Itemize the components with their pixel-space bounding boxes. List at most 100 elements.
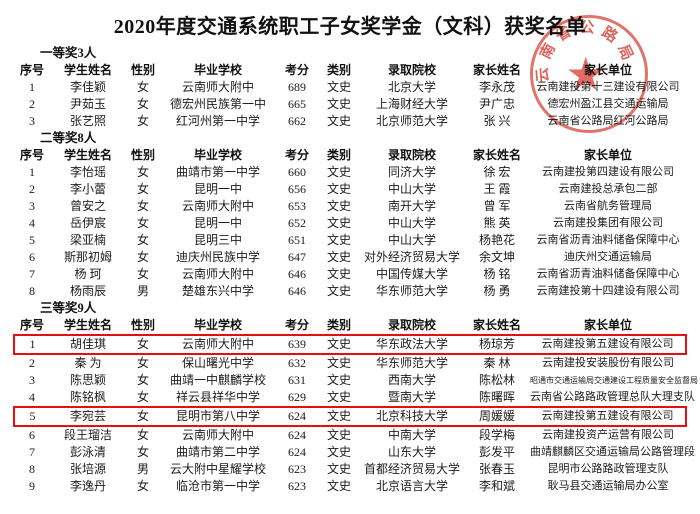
table-cell: 女 [136,233,149,247]
table-cell: 8 [29,462,35,476]
table-cell: 彭泳清 [69,445,106,459]
table-row: 9 李逸丹 女 临沧市第一中学 623 文史 北京语言大学 李和斌 耿马县交通运输局办公室 [14,478,686,495]
table-row: 3 张艺照 女 红河州第一中学 662 文史 北京师范大学 张 兴 云南省公路局红河公路局 [14,113,686,130]
table-cell: 629 [288,390,306,404]
table-cell: 北京科技大学 [360,406,464,427]
table-cell: 653 [288,199,306,213]
column-header: 类别 [326,63,351,77]
table-cell: 云南省公路路政管理总队大理支队 [530,391,695,403]
table-cell: 文史 [326,284,351,298]
column-header: 家长单位 [583,318,632,332]
table-row: 4 岳伊宸 女 昆明一中 652 文史 中山大学 熊 英 云南建投集团有限公司 [14,215,686,232]
awards-table: 一等奖3人 序号 学生姓名 性别 毕业学校 考分 类别 录取院校 家长姓名 家长单位 1 李佳颖女云南… [13,45,698,495]
table-cell: 文史 [318,406,360,427]
table-cell: 7 [29,445,35,459]
table-row: 2 秦 为 女 保山曙光中学 632 文史 华东师范大学 秦 林 云南建投安装股份有限公司 [14,354,686,372]
table-cell: 2 [29,182,35,196]
table-cell: 曲靖市第一中学 [175,165,260,179]
column-header: 毕业学校 [193,148,242,162]
table-cell: 华东师范大学 [375,284,448,298]
table-cell: 2 [29,356,35,370]
table-cell: 陈思颖 [69,373,106,387]
table-cell: 陈铭枫 [69,390,106,404]
table-cell: 对外经济贸易大学 [363,250,460,264]
awards-table-body: 一等奖3人 序号 学生姓名 性别 毕业学校 考分 类别 录取院校 家长姓名 家长单位 1 李佳颖女云南… [13,45,698,495]
table-cell: 文史 [318,334,360,355]
table-cell: 李宛芸 [50,406,126,427]
table-cell: 北京语言大学 [375,479,448,493]
table-cell: 中国传媒大学 [375,267,448,281]
table-cell: 文史 [326,80,351,94]
table-cell: 尹广忠 [478,97,515,111]
table-cell: 张春玉 [478,462,515,476]
column-header: 类别 [326,148,351,162]
column-header: 性别 [130,318,155,332]
section-label: 一等奖3人 [40,46,97,60]
table-cell: 华东政法大学 [360,334,464,355]
table-cell: 云大附中星耀学校 [169,462,266,476]
document-title: 2020年度交通系统职工子女奖学金（文科）获奖名单 [113,16,587,38]
table-cell: 文史 [326,97,351,111]
table-cell: 646 [288,284,306,298]
table-cell: 文史 [326,390,351,404]
table-cell: 岳伊宸 [69,216,106,230]
table-cell: 624 [288,428,306,442]
table-cell: 李小蕾 [69,182,106,196]
table-cell: 云南建投资产运营有限公司 [542,429,674,441]
table-cell: 耿马县交通运输局办公室 [547,480,669,492]
table-cell: 尹茹玉 [69,97,106,111]
table-cell: 652 [288,216,306,230]
table-cell: 男 [136,284,149,298]
table-cell: 中山大学 [387,216,436,230]
table-cell: 彭发平 [478,445,515,459]
table-cell: 6 [29,428,35,442]
table-cell: 杨 铭 [483,267,511,281]
table-cell: 云南建投第五建设有限公司 [530,406,687,427]
table-cell: 文史 [326,373,351,387]
table-row: 5 梁亚楠 女 昆明三中 651 文史 中山大学 杨艳花 云南省沥青油料储备保障中心 [14,232,686,249]
table-cell: 文史 [326,428,351,442]
table-cell: 689 [288,80,306,94]
column-header: 毕业学校 [193,318,242,332]
table-cell: 云南建投安装股份有限公司 [542,357,674,369]
table-cell: 秦 为 [74,356,102,370]
table-cell: 迪庆州民族中学 [175,250,260,264]
section-label-row: 二等奖8人 [14,130,686,147]
table-cell: 647 [288,250,306,264]
table-cell: 女 [136,267,149,281]
table-cell: 保山曙光中学 [181,356,254,370]
section-label-row: 一等奖3人 [14,45,686,62]
table-row: 1 胡佳琪女云南师大附中 639 文史 华东政法大学 杨琼芳 云南建投第五建设有限公司 [13,334,687,355]
table-cell: 曾 军 [483,199,511,213]
table-cell: 段学梅 [478,428,515,442]
table-cell: 8 [29,284,35,298]
table-cell: 昆明一中 [193,182,242,196]
table-cell: 1 [29,165,35,179]
table-cell: 李逸丹 [69,479,106,493]
column-header: 家长单位 [583,148,632,162]
section-label-row: 三等奖9人 [14,300,686,317]
table-cell: 昆明市第八中学 [160,406,276,427]
table-row: 7 彭泳清 女 曲靖市第二中学 624 文史 山东大学 彭发平 曲靖麒麟区交通运输局公路管理段 [14,444,695,461]
table-cell: 中山大学 [387,233,436,247]
table-cell: 4 [29,216,35,230]
column-header: 学生姓名 [63,63,112,77]
column-header: 性别 [130,63,155,77]
table-cell: 1 [29,80,35,94]
table-cell: 云南省沥青油料储备保障中心 [536,234,680,246]
column-header: 家长姓名 [472,148,521,162]
table-cell: 曲靖市第二中学 [175,445,260,459]
table-cell: 云南建投第四建设有限公司 [542,166,674,178]
table-cell: 云南建投第十四建设有限公司 [536,285,680,297]
table-cell: 女 [136,445,149,459]
table-row: 2 尹茹玉 女 德宏州民族第一中 665 文史 上海财经大学 尹广忠 德宏州盈江县交通运输局 [14,96,686,113]
table-cell: 646 [288,267,306,281]
table-cell: 女 [136,428,149,442]
table-row: 2 李小蕾 女 昆明一中 656 文史 中山大学 王 霞 云南建投总承包二部 [14,181,686,198]
table-cell: 631 [288,373,306,387]
table-row: 5 李宛芸女昆明市第八中学 624 文史 北京科技大学 周媛媛 云南建投第五建设有限公司 [13,406,687,427]
table-cell: 杨琼芳 [464,334,530,355]
table-cell: 623 [288,462,306,476]
table-cell: 7 [29,267,35,281]
column-header: 考分 [284,318,309,332]
